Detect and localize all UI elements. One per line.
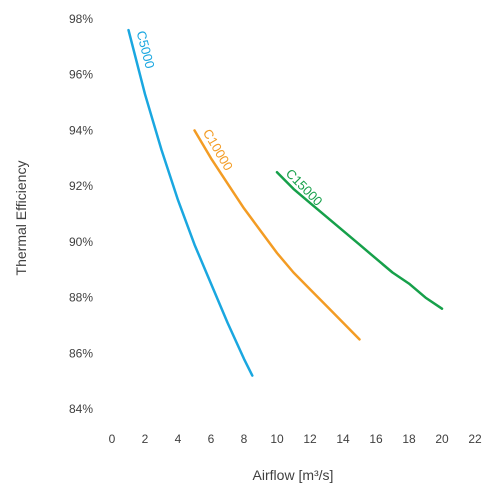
x-axis-title: Airflow [m³/s]	[253, 467, 334, 483]
y-tick-label: 98%	[69, 12, 93, 26]
x-tick-label: 16	[369, 432, 383, 446]
y-tick-label: 96%	[69, 68, 93, 82]
y-tick-label: 90%	[69, 235, 93, 249]
y-axis-title: Thermal Efficiency	[13, 161, 29, 276]
x-tick-label: 14	[336, 432, 350, 446]
y-tick-label: 94%	[69, 123, 93, 137]
y-tick-label: 84%	[69, 402, 93, 416]
x-tick-label: 4	[175, 432, 182, 446]
x-tick-label: 6	[208, 432, 215, 446]
series-lines	[129, 30, 443, 376]
x-tick-label: 10	[270, 432, 284, 446]
series-label-c15000: C15000	[283, 166, 326, 209]
x-axis-ticks: 0 2 4 6 8 10 12 14 16 18 20 22	[109, 432, 482, 446]
x-tick-label: 18	[402, 432, 416, 446]
x-tick-label: 0	[109, 432, 116, 446]
x-tick-label: 8	[241, 432, 248, 446]
x-tick-label: 20	[435, 432, 449, 446]
x-tick-label: 22	[468, 432, 482, 446]
series-line-c5000	[129, 30, 253, 376]
y-tick-label: 92%	[69, 179, 93, 193]
y-tick-label: 88%	[69, 291, 93, 305]
x-tick-label: 2	[142, 432, 149, 446]
x-tick-label: 12	[303, 432, 317, 446]
y-tick-label: 86%	[69, 346, 93, 360]
y-axis-ticks: 84% 86% 88% 90% 92% 94% 96% 98%	[69, 12, 93, 416]
